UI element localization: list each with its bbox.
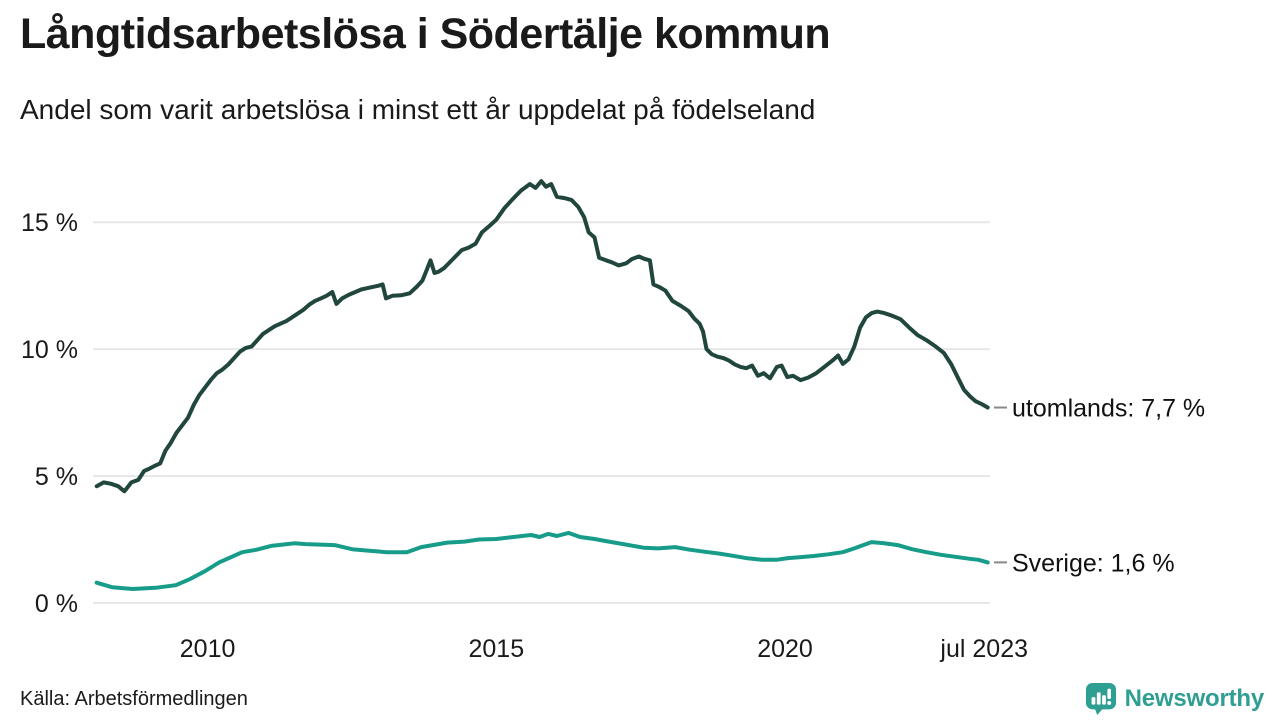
y-tick-label: 15 % [21, 209, 78, 237]
x-axis: 2010 2015 2020 jul 2023 [180, 635, 1028, 663]
x-tick-label: 2010 [180, 635, 236, 663]
brand-name: Newsworthy [1124, 685, 1265, 712]
source-note: Källa: Arbetsförmedlingen [20, 688, 248, 710]
page-subtitle: Andel som varit arbetslösa i minst ett å… [20, 94, 816, 125]
newsworthy-icon [1085, 683, 1116, 715]
y-tick-label: 0 % [35, 590, 78, 618]
gridlines [93, 221, 990, 604]
series-line-Sverige [94, 530, 990, 591]
series-line-utomlands [94, 179, 990, 494]
series-end-label-text: utomlands: 7,7 % [1012, 395, 1205, 423]
y-tick-label: 5 % [35, 463, 78, 491]
x-tick-label: 2020 [757, 635, 813, 663]
y-tick-label: 10 % [21, 336, 78, 364]
series-end-label-text: Sverige: 1,6 % [1012, 549, 1175, 577]
page-title: Långtidsarbetslösa i Södertälje kommun [20, 10, 831, 58]
series-end-label-sverige: Sverige: 1,6 % [994, 549, 1175, 577]
series-lines [94, 179, 990, 591]
x-tick-label: jul 2023 [939, 635, 1028, 663]
y-axis: 0 % 5 % 10 % 15 % [21, 209, 78, 618]
brand-logo: Newsworthy [1085, 682, 1264, 716]
series-end-label-utomlands: utomlands: 7,7 % [994, 395, 1205, 423]
x-tick-label: 2015 [468, 635, 524, 663]
